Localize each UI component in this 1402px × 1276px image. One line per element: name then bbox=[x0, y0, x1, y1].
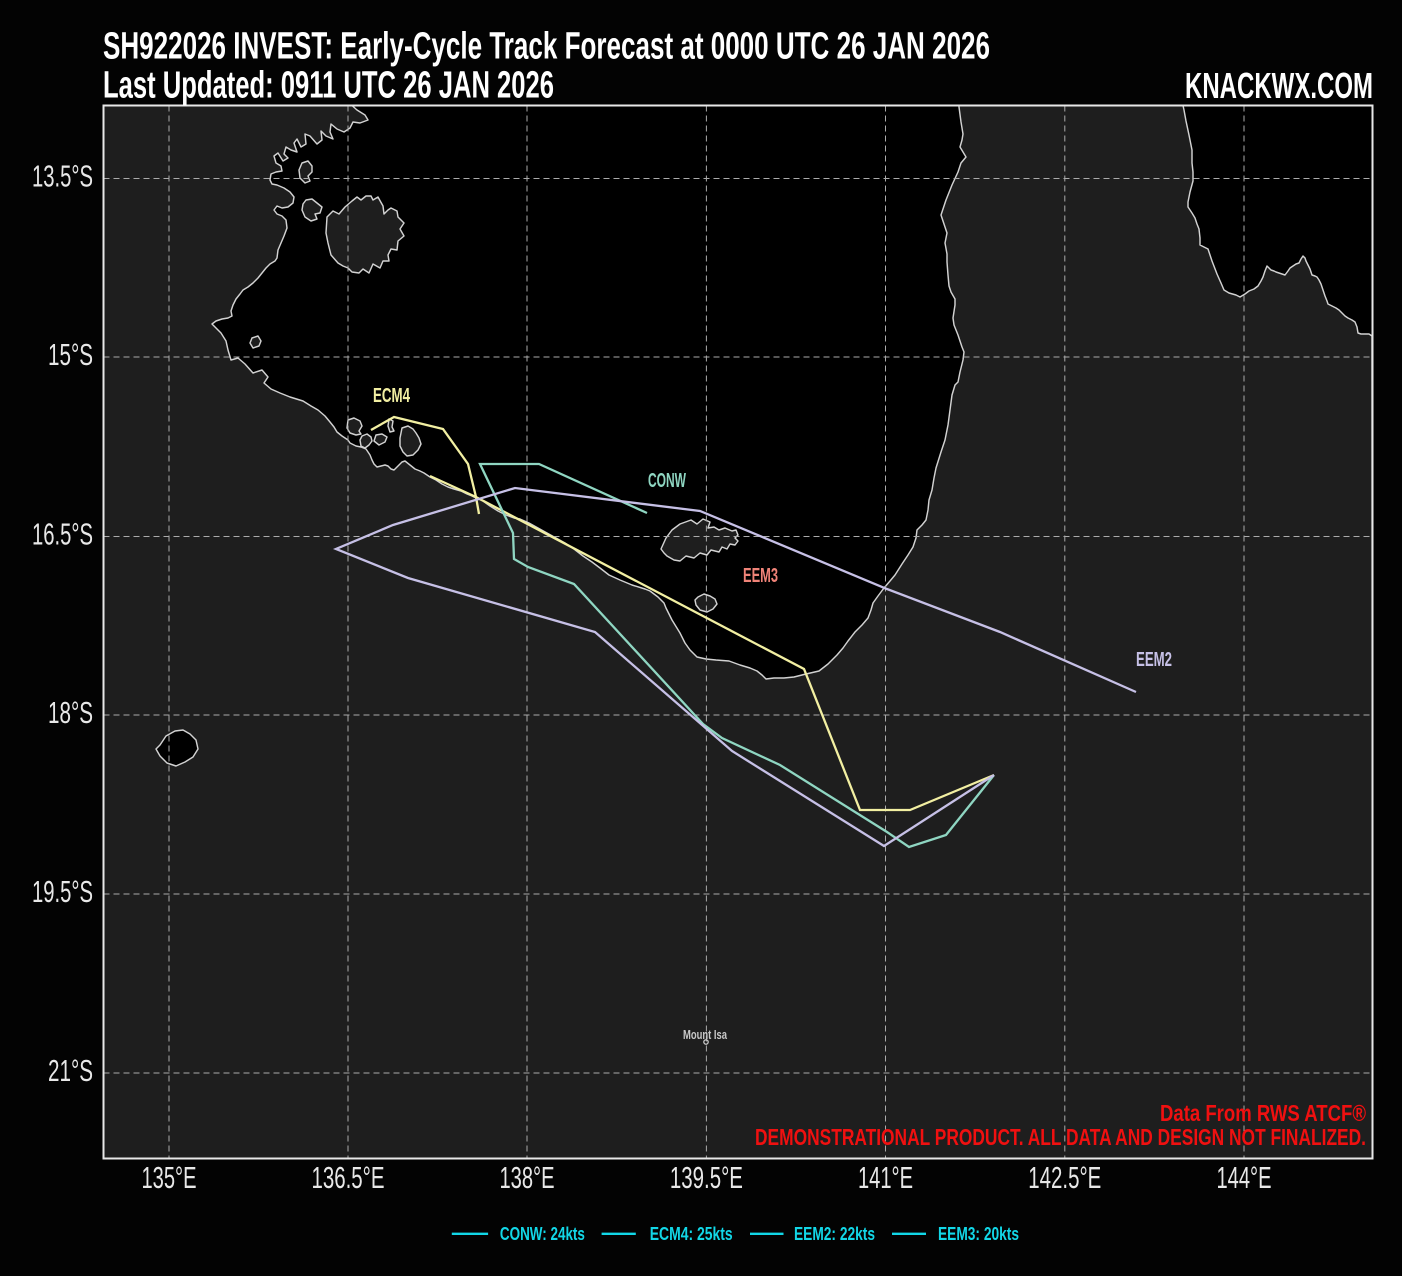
svg-text:142.5°E: 142.5°E bbox=[1028, 1160, 1101, 1195]
svg-text:136.5°E: 136.5°E bbox=[312, 1160, 385, 1195]
svg-text:ECM4: ECM4 bbox=[373, 385, 411, 407]
svg-text:Mount Isa: Mount Isa bbox=[683, 1027, 728, 1042]
svg-text:EEM2: EEM2 bbox=[1136, 649, 1172, 671]
svg-text:141°E: 141°E bbox=[858, 1160, 913, 1195]
svg-text:16.5°S: 16.5°S bbox=[32, 517, 93, 552]
svg-text:EEM2: 22kts: EEM2: 22kts bbox=[794, 1223, 875, 1244]
svg-text:SH922026 INVEST: Early-Cycle T: SH922026 INVEST: Early-Cycle Track Forec… bbox=[103, 26, 990, 68]
svg-text:18°S: 18°S bbox=[48, 695, 93, 730]
svg-text:139.5°E: 139.5°E bbox=[670, 1160, 743, 1195]
svg-text:Data From RWS ATCF®: Data From RWS ATCF® bbox=[1160, 1100, 1366, 1126]
svg-text:135°E: 135°E bbox=[142, 1160, 197, 1195]
svg-text:15°S: 15°S bbox=[48, 337, 93, 372]
svg-text:EEM3: 20kts: EEM3: 20kts bbox=[938, 1223, 1019, 1244]
svg-text:CONW: CONW bbox=[648, 470, 686, 492]
svg-text:13.5°S: 13.5°S bbox=[32, 159, 93, 194]
svg-text:21°S: 21°S bbox=[48, 1053, 93, 1088]
svg-text:Last Updated: 0911 UTC 26 JAN: Last Updated: 0911 UTC 26 JAN 2026 bbox=[103, 65, 554, 107]
svg-text:DEMONSTRATIONAL PRODUCT. ALL D: DEMONSTRATIONAL PRODUCT. ALL DATA AND DE… bbox=[755, 1124, 1366, 1150]
svg-text:EEM3: EEM3 bbox=[743, 565, 778, 587]
svg-text:KNACKWX.COM: KNACKWX.COM bbox=[1185, 65, 1373, 106]
svg-text:CONW: 24kts: CONW: 24kts bbox=[500, 1223, 585, 1244]
svg-text:19.5°S: 19.5°S bbox=[32, 874, 93, 909]
svg-text:138°E: 138°E bbox=[500, 1160, 555, 1195]
svg-text:144°E: 144°E bbox=[1217, 1160, 1272, 1195]
svg-text:ECM4: 25kts: ECM4: 25kts bbox=[650, 1223, 733, 1244]
